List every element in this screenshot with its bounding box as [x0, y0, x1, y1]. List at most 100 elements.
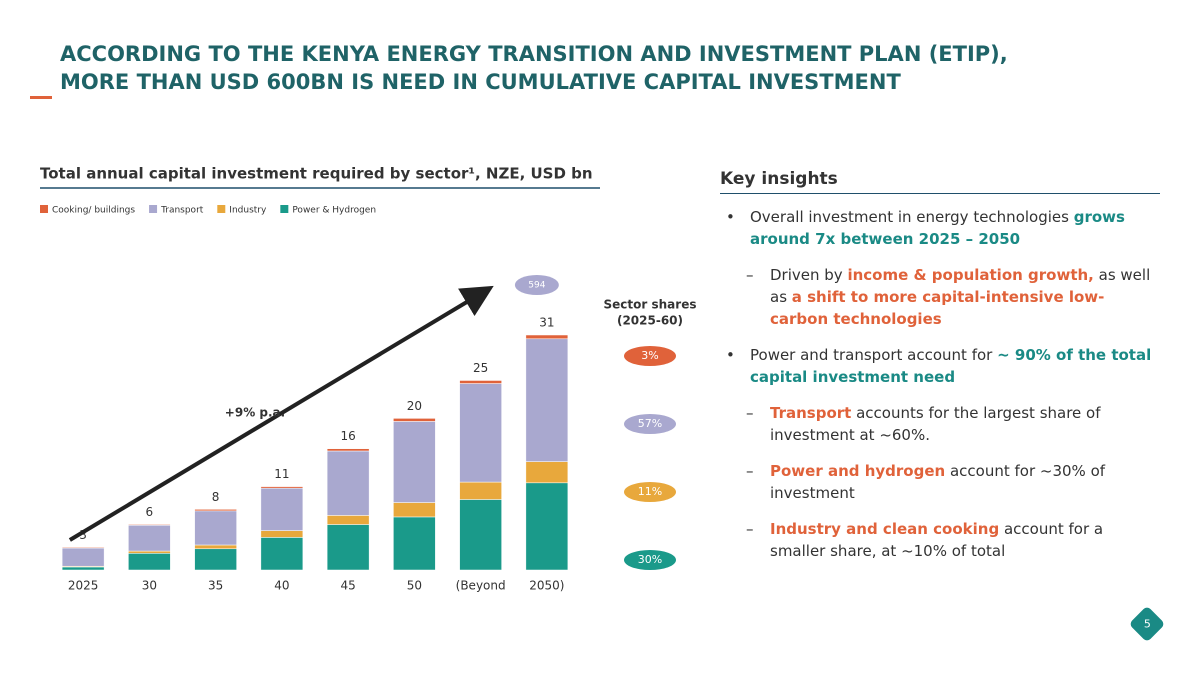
- insights-title: Key insights: [720, 168, 1160, 194]
- total-label: 31: [539, 316, 554, 330]
- bullet-text: Power and transport account for ~ 90% of…: [750, 344, 1160, 388]
- bar-segment: [61, 566, 105, 571]
- bar-segment: [459, 481, 502, 500]
- chart: Total annual capital investment required…: [40, 165, 697, 593]
- accent: [30, 96, 52, 99]
- shares-title: Sector shares: [604, 298, 697, 312]
- insight-text: income & population growth,: [847, 266, 1094, 284]
- total-label: 16: [340, 429, 355, 443]
- bar-segment: [326, 448, 370, 452]
- sub-bullet: Industry and clean cooking account for a…: [720, 518, 1160, 562]
- share-label: 11%: [638, 485, 662, 498]
- legend-swatch: [217, 205, 226, 213]
- title-line: MORE THAN USD 600BN IS NEED IN CUMULATIV…: [60, 70, 901, 94]
- insight-text: grows around 7x between 2025 – 2050: [750, 208, 1125, 248]
- share-label: 57%: [638, 417, 662, 430]
- insight-text: account for ~30% of investment: [770, 462, 1106, 502]
- total-label: 25: [473, 361, 488, 375]
- x-tick-label: 45: [340, 579, 355, 593]
- insight-text: ~ 90% of the total capital investment ne…: [750, 346, 1152, 386]
- total-label: 3: [79, 528, 87, 542]
- bar-segment: [260, 537, 304, 571]
- bar-segment: [326, 450, 370, 516]
- total-label: 8: [212, 490, 220, 504]
- sub-bullet: Transport accounts for the largest share…: [720, 402, 1160, 446]
- x-tick-label: 2025: [68, 579, 99, 593]
- bar-segment: [194, 548, 237, 571]
- x-tick-label: (Beyond: [456, 579, 506, 593]
- bar-segment: [326, 515, 370, 525]
- bar-segment: [326, 524, 370, 571]
- insight-text: accounts for the largest share of invest…: [770, 404, 1101, 444]
- x-tick-label: 35: [208, 579, 223, 593]
- share-label: 30%: [638, 553, 662, 566]
- cumulative-bubble: [514, 275, 559, 295]
- bar-segment: [128, 553, 171, 571]
- shares-title: (2025-60): [617, 314, 683, 328]
- total-label: 11: [274, 467, 289, 481]
- legend-label: Industry: [229, 206, 267, 216]
- insight-text: Industry and clean cooking: [770, 520, 1000, 538]
- total-label: 20: [407, 399, 422, 413]
- sub-bullet: Power and hydrogen account for ~30% of i…: [720, 460, 1160, 504]
- legend-swatch: [149, 205, 158, 213]
- sub-bullet: Driven by income & population growth, as…: [720, 264, 1160, 330]
- insights: Key insights Overall investment in energy…: [720, 168, 1160, 576]
- insight-text: Transport: [770, 404, 852, 422]
- bar-segment: [61, 547, 105, 567]
- bar-segment: [525, 482, 569, 571]
- insight-text: Power and hydrogen: [770, 462, 946, 480]
- x-tick-label: 2050): [529, 579, 564, 593]
- bar-segment: [459, 499, 502, 571]
- page-number: 5: [1128, 605, 1166, 643]
- growth-annotation: +9% p.a.: [225, 406, 285, 420]
- bar-segment: [393, 516, 436, 571]
- insight-text: Power and transport account for: [750, 346, 998, 364]
- bar-segment: [260, 486, 304, 489]
- bullet: Power and transport account for ~ 90% of…: [720, 344, 1160, 562]
- share-bubble: [624, 482, 676, 502]
- bar-segment: [194, 509, 237, 512]
- bar-segment: [61, 547, 105, 549]
- insight-text: as well as: [770, 266, 1151, 306]
- legend-label: Power & Hydrogen: [292, 206, 376, 216]
- bar-segment: [128, 550, 171, 554]
- legend-label: Transport: [160, 206, 204, 216]
- bar-segment: [128, 525, 171, 552]
- bullet: Overall investment in energy technologie…: [720, 206, 1160, 330]
- insight-text: Driven by: [770, 266, 848, 284]
- bar-segment: [194, 510, 237, 546]
- insight-text: Overall investment in energy technologie…: [750, 208, 1074, 226]
- total-label: 6: [146, 505, 154, 519]
- bar-segment: [525, 338, 569, 462]
- bar-segment: [393, 418, 436, 422]
- bar-segment: [459, 380, 502, 384]
- chart-title: Total annual capital investment required…: [40, 165, 593, 183]
- bar-segment: [194, 544, 237, 550]
- insight-text: a shift to more capital-intensive low-ca…: [770, 288, 1105, 328]
- x-tick-label: 40: [274, 579, 289, 593]
- bar-segment: [393, 502, 436, 518]
- bar-segment: [128, 524, 171, 526]
- slide-title: ACCORDING TO THE KENYA ENERGY TRANSITION…: [60, 40, 1008, 96]
- cumulative-label: 594: [528, 281, 545, 291]
- bar-segment: [525, 461, 569, 484]
- bar-segment: [260, 487, 304, 531]
- page-number-text: 5: [1143, 617, 1151, 630]
- x-tick-label: 50: [407, 579, 422, 593]
- share-label: 3%: [641, 349, 658, 362]
- x-tick-label: 30: [142, 579, 157, 593]
- legend-label: Cooking/ buildings: [52, 206, 135, 216]
- legend-swatch: [280, 205, 289, 213]
- share-bubble: [624, 550, 676, 570]
- bar-segment: [459, 383, 502, 483]
- bar-segment: [260, 530, 304, 538]
- insight-text: account for a smaller share, at ~10% of …: [770, 520, 1104, 560]
- bar-segment: [525, 334, 569, 340]
- growth-arrow: [68, 285, 494, 542]
- bar-segment: [393, 421, 436, 503]
- title-line: ACCORDING TO THE KENYA ENERGY TRANSITION…: [60, 42, 1008, 66]
- share-bubble: [624, 414, 676, 434]
- legend-swatch: [40, 205, 48, 213]
